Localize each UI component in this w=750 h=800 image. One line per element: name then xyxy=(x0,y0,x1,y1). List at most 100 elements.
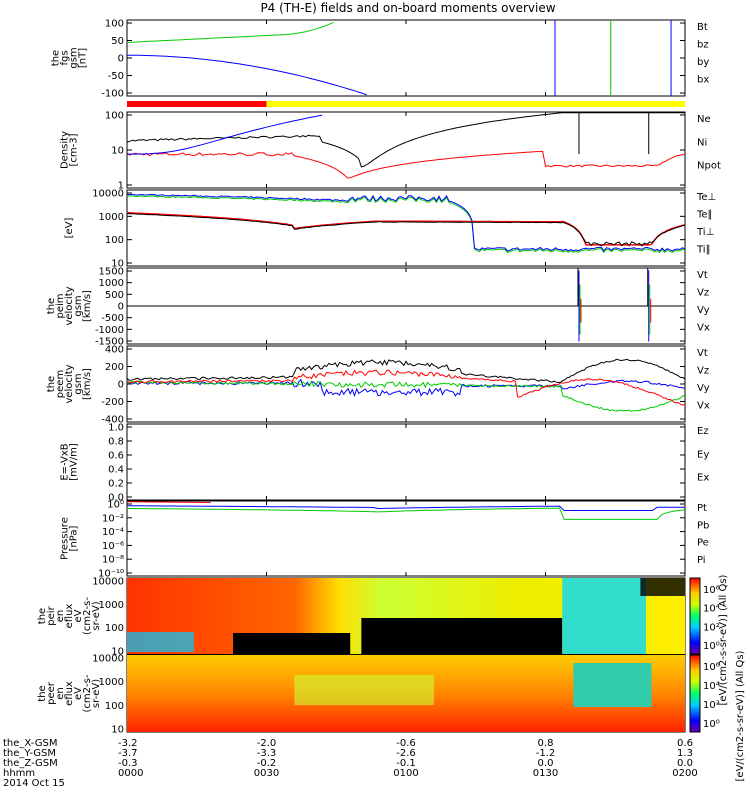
series-peem-vz xyxy=(126,369,686,406)
legend-pressure-Pt: Pt xyxy=(697,503,707,514)
ylabel-peem: [km/s] xyxy=(82,368,93,400)
ytick-label-temp: 1000 xyxy=(99,212,124,223)
ylabel-peim: [km/s] xyxy=(82,290,93,322)
ytick-label-peem: -400 xyxy=(101,415,124,426)
colorbar-label: [eV/(cm2-s-sr-eV)] (All Qs) xyxy=(735,650,746,781)
series-pressure-pb xyxy=(126,501,211,503)
ylabel-fgs: [nT] xyxy=(78,48,89,68)
series-temp-tiperp xyxy=(126,193,686,252)
ylabel-peer: (cm2-s- xyxy=(82,674,93,712)
series-pressure-pe xyxy=(127,507,686,520)
colorbar-tick-peir: 10⁰ xyxy=(703,641,720,652)
ylabel-peem: velocity xyxy=(64,364,75,403)
ytick-label-efield: 0.2 xyxy=(108,479,124,490)
xaxis-value: 0.8 xyxy=(538,738,554,749)
xaxis-date: 2014 Oct 15 xyxy=(3,778,65,789)
xaxis-value: -0.3 xyxy=(118,758,138,769)
series-density-npot xyxy=(127,114,323,155)
ylabel-peer: en xyxy=(55,687,66,700)
ylabel-peem: peem xyxy=(55,370,66,398)
colorbar-tick-peer: 10⁴ xyxy=(703,681,720,692)
legend-pressure-Pe: Pe xyxy=(697,538,709,549)
legend-peem-Vz: Vz xyxy=(697,366,709,377)
ylabel-peem: gsm xyxy=(73,373,84,394)
ytick-label-efield: 0.4 xyxy=(108,465,124,476)
colorbar-tick-peer: 10⁰ xyxy=(703,719,720,730)
figure-title: P4 (TH-E) fields and on-board moments ov… xyxy=(260,1,555,15)
ytick-label-peim: 1500 xyxy=(99,267,124,278)
ytick-label-density: 10 xyxy=(111,146,124,157)
colorbar-tick-peer: 10⁶ xyxy=(703,662,720,673)
ytick-label-peim: -1000 xyxy=(95,325,124,336)
colorbar-peer xyxy=(689,654,701,733)
ylabel-peir: sr-eV) xyxy=(91,601,102,630)
ytick-label-pressure: 10⁻⁶ xyxy=(102,541,124,552)
ytick-label-peem: 400 xyxy=(105,345,124,356)
legend-pressure-Pb: Pb xyxy=(697,520,709,531)
ytick-label-peim: 1000 xyxy=(99,278,124,289)
legend-temp-Ti⊥: Ti⊥ xyxy=(696,227,714,238)
series-fgs-bx xyxy=(126,54,368,96)
ytick-label-efield: 0.8 xyxy=(108,437,124,448)
ylabel-peir: eV xyxy=(73,609,84,622)
series-pressure-pi xyxy=(127,505,685,511)
spectrogram-peir-top xyxy=(640,578,685,596)
legend-peim-Vy: Vy xyxy=(697,305,710,316)
ytick-label-peir: 1000 xyxy=(99,600,124,611)
ylabel-efield: E=-VxB xyxy=(60,443,71,480)
ylabel-fgs: fgs xyxy=(60,50,71,65)
ylabel-peim: velocity xyxy=(64,286,75,325)
ylabel-peer: eflux xyxy=(64,681,75,706)
ytick-label-peer: 1000 xyxy=(99,677,124,688)
legend-fgs-by: by xyxy=(697,57,709,68)
ytick-label-density: 100 xyxy=(105,111,124,122)
ylabel-peim: peim xyxy=(55,293,66,318)
legend-density-Ni: Ni xyxy=(697,137,707,148)
ytick-label-pressure: 10⁻¹⁰ xyxy=(98,569,124,580)
ylabel-peer: eV xyxy=(73,687,84,700)
legend-peem-Vt: Vt xyxy=(697,348,708,359)
legend-peem-Vx: Vx xyxy=(697,401,710,412)
legend-peem-Vy: Vy xyxy=(697,383,710,394)
status-bar-red xyxy=(127,101,267,107)
ylabel-peir: en xyxy=(55,610,66,623)
ylabel-pressure: Pressure xyxy=(60,517,71,560)
xaxis-value: 0000 xyxy=(118,768,143,779)
ytick-label-temp: 10 xyxy=(111,259,124,270)
ytick-label-peir: 100 xyxy=(105,623,124,634)
ylabel-peir: eflux xyxy=(64,604,75,629)
xaxis-value: -0.2 xyxy=(257,758,277,769)
legend-temp-Ti∥: Ti∥ xyxy=(696,245,711,256)
series-temp-tipar xyxy=(126,195,686,254)
xaxis-value: -0.1 xyxy=(396,758,416,769)
series-density-ne xyxy=(126,150,686,179)
ylabel-peir: (cm2-s- xyxy=(82,597,93,635)
ytick-label-temp: 100 xyxy=(105,235,124,246)
colorbar-peir xyxy=(689,577,701,655)
ylabel-peim: gsm xyxy=(73,295,84,316)
xaxis-value: 1.3 xyxy=(677,748,693,759)
ylabel-density: [cm-3] xyxy=(69,133,80,166)
series-temp-tepar xyxy=(126,213,686,247)
colorbar-tick-peer: 10² xyxy=(703,700,720,711)
xaxis-value: 0200 xyxy=(672,768,697,779)
panel-frame-fgs xyxy=(126,19,686,97)
spectrogram-peir-burst xyxy=(562,578,646,654)
ylabel-peim: the xyxy=(46,298,57,314)
ytick-label-peem: 200 xyxy=(105,362,124,373)
ylabel-density: Density xyxy=(60,131,71,169)
ylabel-fgs: gsm xyxy=(69,47,80,68)
ytick-label-peem: -200 xyxy=(101,397,124,408)
ytick-label-peim: 0 xyxy=(118,302,124,313)
legend-fgs-bx: bx xyxy=(697,75,709,86)
xaxis-value: 0.6 xyxy=(677,738,693,749)
spectrogram-peir-cyan xyxy=(127,632,194,652)
ytick-label-fgs: 100 xyxy=(105,19,124,30)
spectrogram-peer-burst xyxy=(573,663,652,707)
ytick-label-density: 1 xyxy=(118,181,124,192)
xaxis-value: -3.2 xyxy=(118,738,138,749)
ylabel-peer: sr-eV) xyxy=(91,679,102,708)
spectrogram-peir-lowflux2 xyxy=(361,618,563,654)
xaxis-value: -3.7 xyxy=(118,748,138,759)
